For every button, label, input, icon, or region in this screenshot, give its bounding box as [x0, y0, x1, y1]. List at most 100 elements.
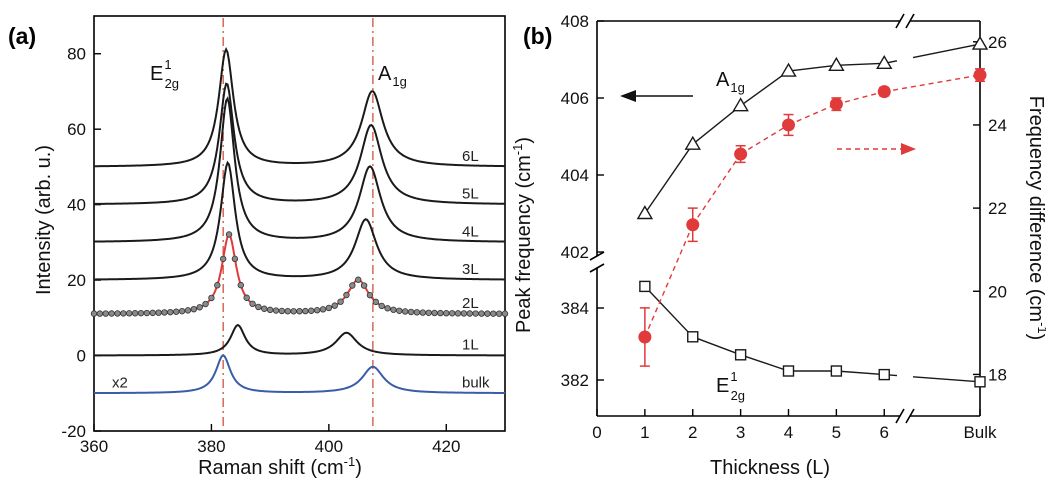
chart-b-left-axis-arrow-head — [620, 90, 636, 102]
chart-b-x-tick-label: 2 — [688, 423, 697, 442]
chart-a-y-tick-label: 40 — [67, 196, 86, 215]
chart-a-x-axis-label: Raman shift (cm-1) — [198, 454, 362, 479]
chart-a-series-marker-2L — [425, 309, 432, 316]
chart-a-series-marker-2L — [343, 291, 350, 299]
chart-a-series-marker-2L — [237, 281, 244, 289]
chart-b-top-axis-break — [905, 13, 915, 29]
chart-a-series-marker-2L — [349, 282, 356, 289]
chart-a-x-tick-label: 400 — [315, 437, 343, 456]
chart-b-x-axis-label: Thickness (L) — [710, 457, 830, 479]
chart-b-left-y-tick-label: 404 — [561, 166, 589, 185]
chart-a-y-tick-label: 0 — [77, 347, 86, 366]
chart-b-right-y-axis-label: Frequency difference (cm-1) — [1025, 96, 1046, 341]
chart-a-series-marker-2L — [407, 308, 415, 316]
chart-a-series-marker-2L — [390, 306, 397, 313]
chart-a-series-marker-2L — [108, 310, 115, 317]
chart-a-series-label-1L: 1L — [462, 337, 479, 354]
chart-a-series-marker-2L — [396, 307, 403, 314]
chart-a-series-marker-2L — [120, 310, 127, 317]
chart-b-a1g-marker — [684, 135, 701, 150]
chart-b-x-tick-label: 1 — [640, 423, 649, 442]
chart-b-e2g-marker — [782, 365, 795, 377]
chart-b-difference-marker — [638, 330, 652, 344]
chart-a-series-marker-2L — [337, 298, 344, 305]
chart-a-series-label-3L: 3L — [462, 261, 479, 278]
chart-b-a1g-marker — [780, 62, 797, 77]
chart-a-series — [90, 46, 509, 395]
chart-b-series-line — [740, 124, 789, 155]
chart-a-series-marker-2L — [155, 309, 162, 316]
chart-b-left-axis-break — [589, 263, 605, 273]
chart-b-x-tick-label: 5 — [832, 423, 841, 442]
chart-b-series-line — [740, 70, 789, 107]
chart-a-series-marker-2L — [114, 310, 121, 317]
chart-a-series-marker-2L — [490, 310, 497, 317]
chart-a-x-tick-label: 360 — [80, 437, 108, 456]
chart-a-series-line-4L — [93, 96, 506, 243]
chart-a-series-marker-2L — [296, 308, 303, 315]
chart-b-series-line — [644, 285, 694, 338]
chart-a-series-marker-2L — [172, 308, 180, 315]
chart-a-series-marker-2L — [448, 310, 456, 317]
chart-a-series-marker-2L — [484, 310, 491, 317]
chart-b-series-line — [836, 62, 885, 66]
chart-a-series-line-3L — [93, 160, 506, 281]
chart-a-series-marker-2L — [372, 298, 380, 306]
chart-a-reference-lines — [222, 18, 374, 429]
chart-a-series-marker-2L — [261, 305, 268, 312]
chart-a-series-marker-2L — [313, 307, 321, 314]
panel-b-label: (b) — [523, 23, 552, 49]
chart-b-left-y-tick-label: 402 — [561, 243, 589, 262]
chart-a-series-label-5L: 5L — [462, 186, 479, 203]
chart-a-series-marker-2L — [255, 303, 262, 311]
chart-a-series-marker-2L — [495, 310, 503, 317]
chart-b-series-line — [788, 64, 837, 72]
chart-b-left-axis-break — [589, 251, 605, 261]
chart-b-right-y-tick-label: 18 — [988, 365, 1007, 384]
chart-b-left-y-tick-label: 408 — [561, 12, 589, 31]
chart-a-series-marker-2L — [478, 310, 485, 317]
chart-b-a1g-label: A1g — [716, 69, 745, 95]
chart-a-series-marker-2L — [126, 310, 133, 317]
chart-b-x-ticks: 0 1 2 3 4 5 6 Bulk — [592, 409, 997, 442]
chart-b-left-y-tick-label: 384 — [561, 299, 589, 318]
chart-b-peak-frequency: 0 1 2 3 4 5 6 Bulk 402 404 406 408 382 384 18 20 22 24 2… — [510, 12, 1046, 479]
chart-b-series-line — [692, 336, 741, 356]
chart-b-plot-frame — [589, 13, 981, 424]
chart-b-right-y-tick-label: 26 — [988, 33, 1007, 52]
chart-b-a1g-marker — [828, 56, 845, 71]
chart-a-a1g-label: A1g — [378, 63, 407, 89]
chart-a-series-marker-2L — [325, 304, 333, 312]
chart-a-series-marker-2L — [319, 306, 327, 313]
chart-a-y-axis-label: Intensity (arb. u.) — [33, 145, 55, 295]
chart-b-e2g-marker — [974, 376, 986, 388]
chart-a-series-marker-2L — [360, 282, 368, 289]
chart-a-series-marker-2L — [384, 305, 391, 312]
chart-a-series-marker-2L — [208, 294, 215, 302]
chart-b-series-line — [912, 43, 981, 59]
chart-b-difference-marker — [782, 118, 795, 132]
chart-b-bottom-axis-break — [905, 408, 915, 424]
chart-b-e2g-marker — [639, 280, 651, 293]
chart-a-series-label-bulk: bulk — [462, 374, 490, 391]
chart-a-y-tick-label: -20 — [61, 422, 86, 441]
chart-a-y-ticks: -20 0 20 40 60 80 — [61, 45, 101, 441]
chart-a-series-marker-2L — [102, 310, 109, 317]
chart-a-series-marker-2L — [278, 307, 286, 315]
chart-a-series-line-6L — [93, 46, 506, 168]
chart-a-series-marker-2L — [454, 310, 462, 317]
chart-a-series-marker-2L — [366, 291, 374, 299]
chart-b-left-y-tick-label: 406 — [561, 89, 589, 108]
chart-b-series-line — [692, 153, 742, 226]
chart-a-y-tick-label: 60 — [67, 120, 86, 139]
chart-b-x-tick-label: 3 — [736, 423, 745, 442]
chart-a-series-marker-2L — [331, 302, 338, 309]
chart-b-series-line — [788, 103, 837, 126]
chart-a-series-marker-2L — [272, 307, 280, 314]
chart-a-series-label-2L: 2L — [462, 295, 479, 312]
chart-a-series-marker-2L — [302, 307, 309, 315]
chart-b-left-y-axis-label: Peak frequency (cm-1) — [510, 137, 535, 333]
chart-a-series-marker-2L — [266, 306, 274, 314]
chart-a-series-label-4L: 4L — [462, 223, 479, 240]
chart-a-series-marker-2L — [290, 308, 297, 315]
